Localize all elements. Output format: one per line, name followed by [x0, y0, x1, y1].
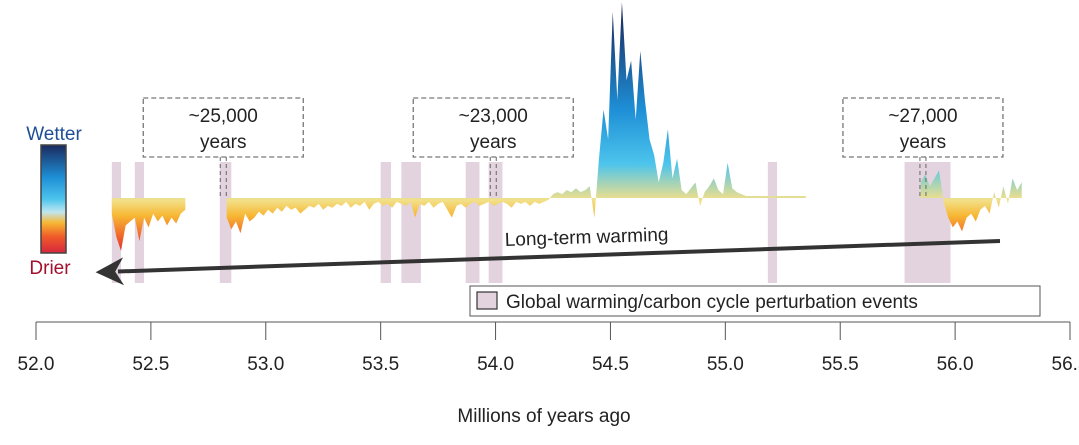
callout: ~25,000 years: [142, 97, 304, 198]
callout-box: [142, 97, 304, 158]
event-band: [488, 162, 503, 283]
event-band: [380, 162, 392, 283]
callout-unit: years: [470, 132, 516, 153]
event-bands: [111, 162, 951, 283]
event-band: [767, 162, 778, 283]
callout-unit: years: [200, 132, 246, 153]
x-tick-label: 56.0: [937, 354, 974, 375]
callout-unit: years: [900, 132, 946, 153]
legend-box: [469, 285, 1041, 317]
x-tick-label: 54.5: [592, 354, 629, 375]
legend-swatch: [476, 291, 498, 310]
colorbar-bottom-label: Drier: [29, 258, 71, 279]
trend-label: Long-term warming: [504, 225, 668, 251]
callout: ~27,000 years: [842, 97, 1004, 198]
x-tick-label: 55.5: [822, 354, 859, 375]
x-tick-label: 55.0: [707, 354, 744, 375]
event-band: [465, 162, 480, 283]
event-band: [219, 162, 232, 283]
wetness-area-segment: [111, 198, 186, 251]
x-axis-label: Millions of years ago: [457, 406, 630, 427]
x-axis-ticks: 52.0 52.5 53.0 53.5 54.0 54.5 55.0 55.5 56.0 56.5: [18, 322, 1079, 375]
trend-arrow: [95, 239, 1001, 286]
callout-box: [412, 97, 574, 158]
callout-box: [842, 97, 1004, 158]
legend-label: Global warming/carbon cycle perturbation…: [506, 292, 918, 313]
callout: ~23,000 years: [412, 97, 574, 198]
callouts: ~25,000 years ~23,000 years ~27,000 years: [142, 97, 1004, 198]
wetness-area-segment: [920, 170, 1022, 232]
x-tick-label: 53.5: [362, 354, 399, 375]
x-tick-label: 52.5: [132, 354, 169, 375]
wetness-series: [111, 2, 1022, 251]
event-band: [904, 162, 951, 283]
colorbar-top-label: Wetter: [26, 124, 82, 145]
callout-duration: ~25,000: [189, 106, 258, 127]
colorbar: [40, 144, 67, 254]
wetness-area-segment: [226, 2, 806, 234]
x-tick-label: 56.5: [1052, 354, 1079, 375]
x-tick-label: 52.0: [18, 354, 55, 375]
x-tick-label: 53.0: [247, 354, 284, 375]
callout-duration: ~23,000: [459, 106, 528, 127]
event-band: [401, 162, 421, 283]
callout-duration: ~27,000: [888, 106, 957, 127]
x-tick-label: 54.0: [477, 354, 514, 375]
